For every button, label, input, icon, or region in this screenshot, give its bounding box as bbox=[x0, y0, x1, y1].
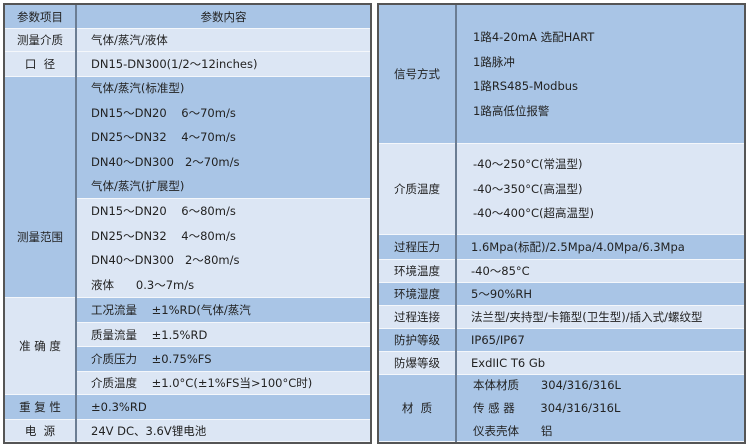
column-divider bbox=[455, 5, 457, 442]
accuracy-item: 介质温度 ±1.0°C(±1%FS当>100°C时) bbox=[77, 372, 370, 395]
material-key: 材 质 bbox=[379, 375, 455, 442]
material-line: 仪表壳体 铝 bbox=[473, 423, 553, 438]
range-standard: 气体/蒸汽(标准型) DN15～DN20 6～70m/s DN25～DN32 4… bbox=[77, 77, 370, 199]
range-line: DN15～DN20 6～70m/s bbox=[91, 105, 236, 120]
medium-temp-values: -40～250°C(常温型) -40～350°C(高温型) -40～400°C(… bbox=[457, 144, 744, 235]
accuracy-key: 准 确 度 bbox=[5, 298, 75, 395]
range-line: DN25～DN32 4～70m/s bbox=[91, 130, 236, 145]
connection-value: 法兰型/夹持型/卡箍型(卫生型)/插入式/螺纹型 bbox=[457, 306, 744, 329]
accuracy-item: 质量流量 ±1.5%RD bbox=[77, 323, 370, 347]
pressure-key: 过程压力 bbox=[379, 235, 455, 260]
spec-table-right: 信号方式 1路4-20mA 选配HART 1路脉冲 1路RS485-Modbus… bbox=[377, 3, 746, 444]
range-line: 液体 0.3～7m/s bbox=[91, 277, 195, 292]
medium-value: 气体/蒸汽/液体 bbox=[77, 29, 370, 52]
range-key: 测量范围 bbox=[5, 77, 75, 298]
ambient-temp-value: -40～85°C bbox=[457, 260, 744, 283]
header-value: 参数内容 bbox=[77, 5, 370, 29]
material-line: 本体材质 304/316/316L bbox=[473, 377, 621, 392]
explosion-key: 防爆等级 bbox=[379, 352, 455, 375]
signal-line: 1路4-20mA 选配HART bbox=[473, 30, 595, 44]
accuracy-item: 介质压力 ±0.75%FS bbox=[77, 347, 370, 372]
protection-value: IP65/IP67 bbox=[457, 329, 744, 352]
medium-temp-line: -40～250°C(常温型) bbox=[473, 157, 583, 172]
power-key: 电 源 bbox=[5, 420, 75, 442]
range-extended: DN15～DN20 6～80m/s DN25～DN32 4～80m/s DN40… bbox=[77, 199, 370, 298]
power-value: 24V DC、3.6V锂电池 bbox=[77, 420, 370, 442]
humidity-value: 5～90%RH bbox=[457, 283, 744, 306]
signal-line: 1路脉冲 bbox=[473, 54, 515, 69]
signal-values: 1路4-20mA 选配HART 1路脉冲 1路RS485-Modbus 1路高低… bbox=[457, 5, 744, 144]
repeatability-key: 重 复 性 bbox=[5, 395, 75, 420]
range-line: DN25～DN32 4～80m/s bbox=[91, 228, 236, 243]
column-divider bbox=[75, 5, 77, 442]
ambient-temp-key: 环境温度 bbox=[379, 260, 455, 283]
range-line: DN40～DN300 2～80m/s bbox=[91, 253, 240, 267]
signal-line: 1路高低位报警 bbox=[473, 103, 550, 118]
signal-line: 1路RS485-Modbus bbox=[473, 79, 579, 93]
repeatability-value: ±0.3%RD bbox=[77, 395, 370, 420]
spec-table-left: 参数项目 参数内容 测量介质 气体/蒸汽/液体 口 径 DN15-DN300(1… bbox=[3, 3, 372, 444]
header-key: 参数项目 bbox=[5, 5, 75, 29]
range-key-label: 测量范围 bbox=[17, 230, 63, 244]
medium-key: 测量介质 bbox=[5, 29, 75, 52]
diameter-value: DN15-DN300(1/2～12inches) bbox=[77, 52, 370, 77]
range-line: DN40～DN300 2～70m/s bbox=[91, 154, 240, 169]
medium-temp-line: -40～350°C(高温型) bbox=[473, 181, 583, 196]
medium-temp-key: 介质温度 bbox=[379, 144, 455, 235]
signal-key: 信号方式 bbox=[379, 5, 455, 144]
connection-key: 过程连接 bbox=[379, 306, 455, 329]
pressure-value: 1.6Mpa(标配)/2.5Mpa/4.0Mpa/6.3Mpa bbox=[457, 235, 744, 260]
material-line: 传 感 器 304/316/316L bbox=[473, 400, 621, 415]
medium-temp-line: -40～400°C(超高温型) bbox=[473, 206, 594, 221]
protection-key: 防护等级 bbox=[379, 329, 455, 352]
humidity-key: 环境湿度 bbox=[379, 283, 455, 306]
material-values: 本体材质 304/316/316L 传 感 器 304/316/316L 仪表壳… bbox=[457, 375, 744, 442]
accuracy-item: 工况流量 ±1%RD(气体/蒸汽 bbox=[77, 298, 370, 323]
explosion-value: ExdIIC T6 Gb bbox=[457, 352, 744, 375]
range-line: DN15～DN20 6～80m/s bbox=[91, 204, 236, 218]
range-line: 气体/蒸汽(扩展型) bbox=[91, 179, 185, 194]
range-line: 气体/蒸汽(标准型) bbox=[91, 81, 185, 96]
diameter-key: 口 径 bbox=[5, 52, 75, 77]
